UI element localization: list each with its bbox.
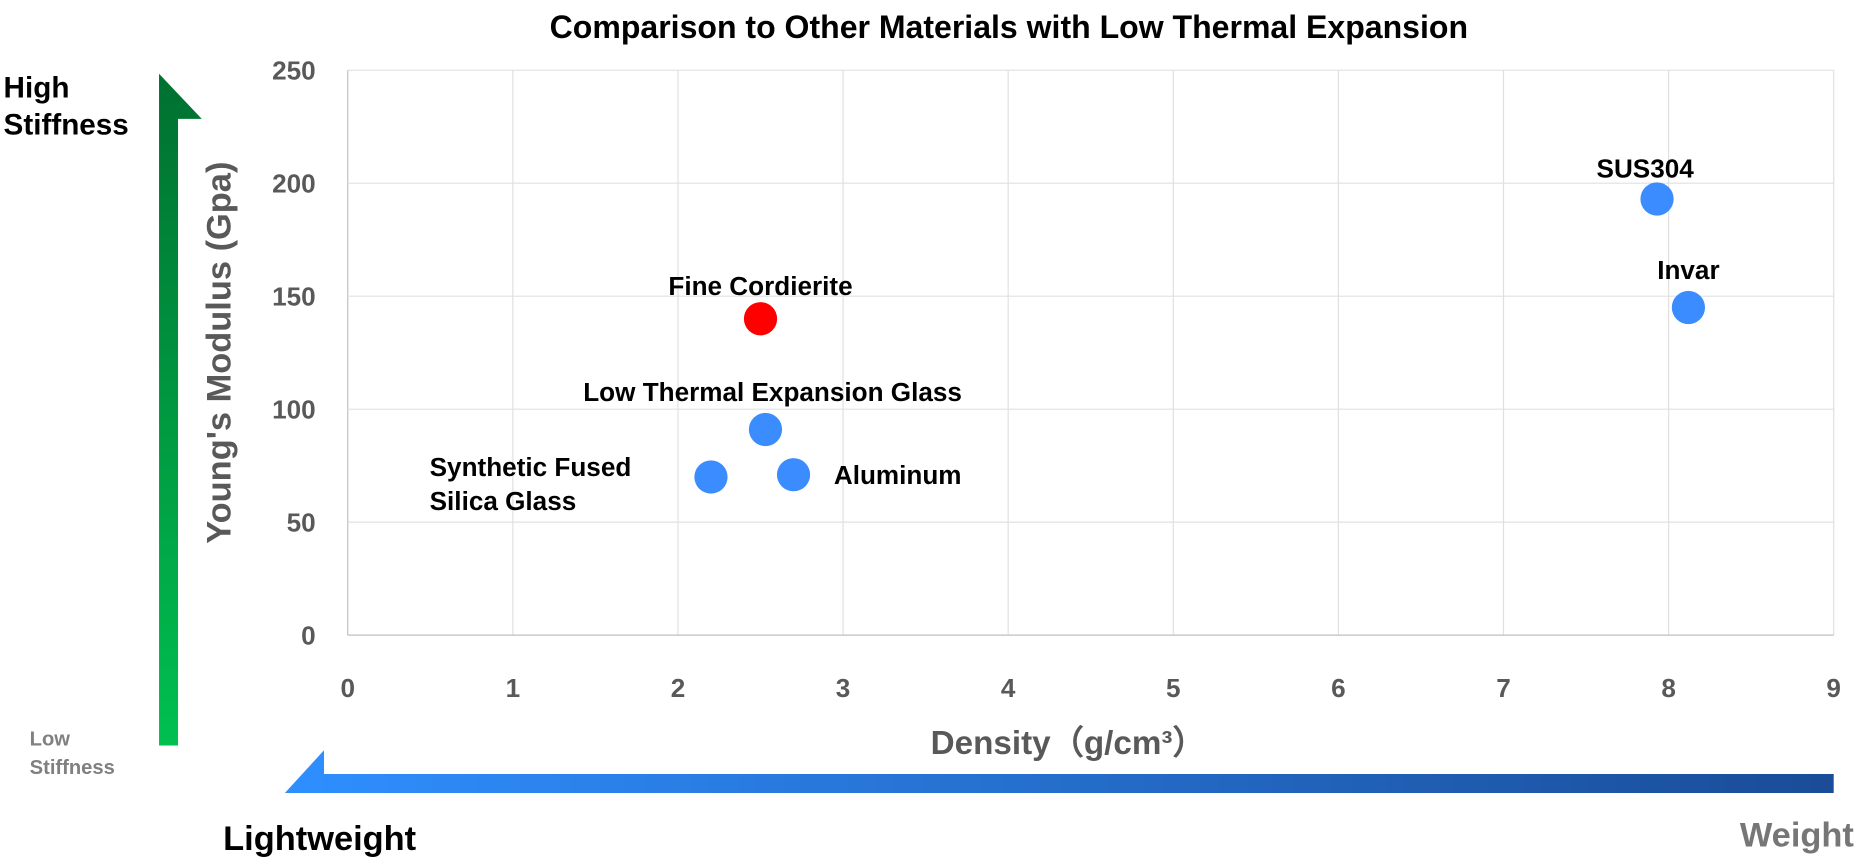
data-label: SUS304 xyxy=(1597,154,1695,184)
data-point xyxy=(743,302,778,336)
data-point xyxy=(776,458,811,492)
x-tick-label: 2 xyxy=(671,673,686,703)
x-tick-label: 3 xyxy=(836,673,851,703)
data-label: Synthetic Fused Silica Glass xyxy=(430,452,632,516)
data-label: Fine Cordierite xyxy=(668,271,852,301)
weight-label: Weight xyxy=(1740,816,1855,854)
x-tick-label: 1 xyxy=(506,673,521,703)
chart-title: Comparison to Other Materials with Low T… xyxy=(550,9,1468,45)
x-tick-label: 7 xyxy=(1496,673,1511,703)
low-stiffness-label: Low Stiffness xyxy=(30,729,115,779)
x-tick-label: 0 xyxy=(340,673,355,703)
x-tick-label: 6 xyxy=(1331,673,1346,703)
data-label: Invar xyxy=(1657,255,1719,285)
y-tick-label: 200 xyxy=(272,169,316,199)
x-tick-label: 5 xyxy=(1166,673,1181,703)
y-tick-label: 50 xyxy=(287,508,316,538)
weight-arrow xyxy=(284,750,1834,793)
y-tick-label: 0 xyxy=(301,621,316,651)
data-label: Low Thermal Expansion Glass xyxy=(583,377,962,407)
y-tick-label: 250 xyxy=(272,56,316,86)
y-tick-label: 100 xyxy=(272,395,316,425)
lightweight-label: Lightweight xyxy=(223,820,417,858)
data-label: Aluminum xyxy=(834,460,962,490)
y-axis-title: Young's Modulus (Gpa) xyxy=(200,162,238,544)
data-point xyxy=(1671,290,1706,325)
data-point xyxy=(1640,182,1674,216)
gridlines xyxy=(347,69,1835,636)
x-tick-label: 4 xyxy=(1001,673,1016,703)
data-point xyxy=(694,460,728,494)
data-point xyxy=(748,412,783,447)
x-tick-label: 8 xyxy=(1661,673,1676,703)
high-stiffness-label: High Stiffness xyxy=(4,71,129,141)
stiffness-arrow xyxy=(159,73,202,746)
x-axis-title: Density（g/cm³） xyxy=(931,725,1206,762)
x-tick-label: 9 xyxy=(1826,673,1841,703)
y-tick-label: 150 xyxy=(272,282,316,312)
